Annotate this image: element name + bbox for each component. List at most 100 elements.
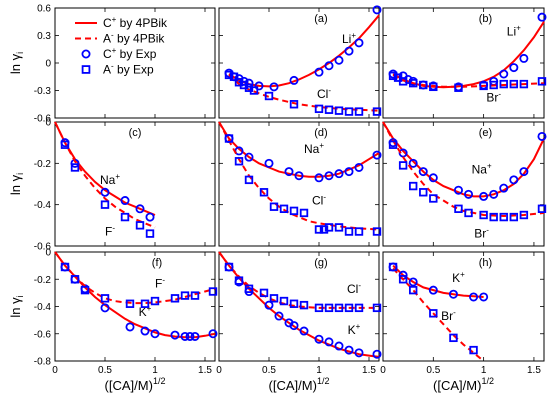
y-axis-title-sub: i [15,52,25,54]
y-tick-label: 0.3 [37,31,51,42]
panel-e: (e) Na+ Br- [382,121,547,247]
x-axis-title-exp: 1/2 [317,376,330,386]
cation-exp-point [489,189,499,199]
legend-entry-1: A- by 4PBik [103,31,165,46]
anion-exp-point [499,79,508,89]
anion-label-sup: - [112,224,115,233]
x-tick-label: 1 [316,365,322,376]
x-tick-label: 1 [152,365,158,376]
legend-entry-2-base: C [103,47,112,61]
anion-exp-point [125,299,135,308]
anion-exp-point [314,225,324,234]
cation-exp-point [464,189,474,199]
legend-entry-0-suffix: by 4PBik [116,16,168,30]
y-axis-title-base: ln γ [8,174,23,195]
anion-label-sup: - [162,275,165,284]
y-axis-title: ln γi [8,52,25,74]
cation-exp-point [185,331,195,341]
y-axis-title: ln γi [8,173,25,195]
cation-exp-point [372,349,382,359]
anion-exp-point [135,221,145,230]
x-axis-title-base: ([CA]/M) [433,378,481,393]
cation-exp-point [150,329,160,339]
y-axis-title-base: ln γ [8,297,23,318]
panel-d: (d) Na+ Cl- [218,121,382,247]
legend-square-marker [81,65,91,74]
cation-model-line [228,14,380,88]
anion-exp-point [100,200,110,209]
cation-exp-point [314,173,324,183]
cation-label-base: Na [472,163,488,177]
cation-exp-point [125,322,135,332]
cation-exp-point [354,162,364,172]
legend-entry-1-sup: - [111,31,114,40]
cation-label-base: K [139,305,147,319]
anion-exp-point [344,107,354,116]
anion-label-sup: - [498,90,501,99]
cation-label: Na+ [472,162,492,177]
cation-exp-point [509,175,519,185]
panel-tag: (h) [479,257,492,269]
x-tick-label: 1.5 [527,365,541,376]
cation-label-base: Na [304,142,320,156]
anion-exp-point [299,208,309,218]
cation-exp-point [372,5,382,15]
anion-label-sup: - [358,281,361,290]
anion-exp-point [299,300,309,310]
cation-model-line [392,264,484,298]
anion-label: Cl- [312,193,326,208]
anion-exp-point [464,208,473,218]
anion-exp-point [145,229,155,238]
anion-label-base: Cl [317,87,328,101]
anion-label-base: Br [486,91,498,105]
anion-exp-point [264,91,274,101]
cation-exp-point [120,196,130,206]
cation-label: Li+ [507,24,521,39]
anion-exp-point [314,303,324,313]
x-tick-label: 0 [380,365,386,376]
y-tick-label: 0.6 [37,4,51,15]
cation-exp-point [334,169,344,179]
cation-exp-point [264,158,274,168]
anion-label-base: Br [441,309,453,323]
anion-exp-point [334,223,344,232]
anion-exp-point [150,296,160,306]
panel-frame [54,121,216,247]
anion-label: Cl- [347,281,361,296]
cation-exp-point [140,326,150,336]
y-tick-label: -0.2 [34,275,52,286]
x-tick-label: 0 [216,365,222,376]
x-axis-title: ([CA]/M)1/2 [269,376,330,393]
cation-exp-point [284,167,294,177]
cation-exp-point [537,12,547,22]
anion-exp-point [234,276,244,285]
cation-label-sup: + [115,172,120,181]
anion-exp-point [419,80,428,90]
cation-exp-point [344,167,354,177]
anion-exp-point [180,291,190,300]
cation-exp-point [479,191,489,201]
anion-exp-point [60,140,70,149]
cation-exp-point [135,204,145,214]
anion-exp-point [279,204,289,213]
x-axis-title-exp: 1/2 [481,376,494,386]
cation-exp-point [254,81,264,91]
cation-exp-point [448,289,458,299]
cation-exp-point [274,311,284,321]
anion-exp-point [224,134,234,143]
cation-exp-point [372,150,382,160]
cation-exp-point [100,303,110,313]
anion-exp-point [408,181,418,191]
cation-exp-point [100,187,110,197]
cation-label-sup: + [460,270,465,279]
cation-exp-point [408,158,418,168]
cation-label-base: Na [100,173,116,187]
legend-circle-marker [81,49,91,59]
panel-tag: (f) [152,257,162,269]
cation-exp-point [499,69,509,79]
anion-label-sup: - [486,226,489,235]
anion-exp-point [334,303,344,313]
cation-exp-point [208,329,218,339]
cation-label-sup: + [356,322,361,331]
